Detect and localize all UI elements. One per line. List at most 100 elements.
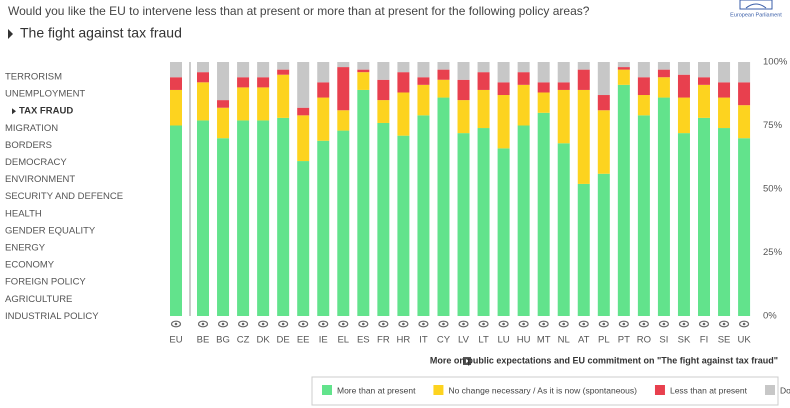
bar-segment <box>738 82 751 106</box>
bar-segment <box>698 84 710 118</box>
eye-icon[interactable] <box>418 320 429 328</box>
bar-segment <box>357 89 370 316</box>
legend-label[interactable]: More than at present <box>337 385 416 395</box>
eye-icon[interactable] <box>698 320 710 328</box>
eye-icon[interactable] <box>678 320 690 328</box>
legend: More than at present No change necessary … <box>322 385 790 395</box>
bar-segment <box>637 95 650 116</box>
logo: European Parliament <box>730 0 782 18</box>
bar-segment <box>257 62 270 78</box>
eye-icon[interactable] <box>478 320 489 328</box>
eye-icon[interactable] <box>498 320 509 328</box>
eye-icon[interactable] <box>237 320 249 328</box>
eye-icon[interactable] <box>278 320 289 328</box>
eye-icon[interactable] <box>658 320 670 328</box>
bar-segment <box>197 72 209 83</box>
eye-icon[interactable] <box>318 320 329 328</box>
eye-icon[interactable] <box>558 320 569 328</box>
more-link[interactable]: More on public expectations and EU commi… <box>430 355 778 365</box>
link-icon-arrow <box>466 359 469 363</box>
eye-icon[interactable] <box>518 320 529 328</box>
menu-item[interactable]: SECURITY AND DEFENCE <box>5 191 123 202</box>
bar-segment <box>217 100 230 108</box>
eye-icon[interactable] <box>538 320 549 328</box>
bar-segment <box>677 62 690 75</box>
x-tick-label: DK <box>257 335 271 346</box>
eye-icon[interactable] <box>258 320 269 328</box>
bar-segment <box>437 97 450 316</box>
eye-icon[interactable] <box>618 320 629 328</box>
bar-segment <box>617 69 630 85</box>
x-tick-label: UK <box>737 335 751 346</box>
menu-item[interactable]: ECONOMY <box>5 260 55 271</box>
eye-icon[interactable] <box>378 320 389 328</box>
eye-icon[interactable] <box>298 320 309 328</box>
bar-segment <box>738 105 751 139</box>
eye-pupil <box>362 322 365 326</box>
eye-icon[interactable] <box>398 320 409 328</box>
menu-item[interactable]: TERRORISM <box>5 72 62 83</box>
menu-item[interactable]: FOREIGN POLICY <box>5 277 86 288</box>
menu-item[interactable]: MIGRATION <box>5 123 58 134</box>
eye-pupil <box>582 322 586 326</box>
eye-icon[interactable] <box>170 320 182 328</box>
menu-item[interactable]: ENVIRONMENT <box>5 174 75 185</box>
bar-segment <box>317 140 330 316</box>
menu-item[interactable]: ENERGY <box>5 243 46 254</box>
bar-segment <box>317 97 330 141</box>
eye-icon[interactable] <box>197 320 209 328</box>
menu-item[interactable]: AGRICULTURE <box>5 294 72 305</box>
y-tick-label: 0% <box>763 311 777 322</box>
bar-segment <box>637 77 650 96</box>
bar-segment <box>718 82 731 98</box>
legend-box <box>311 376 779 406</box>
bar-segment <box>617 67 630 70</box>
menu-arrow <box>12 108 16 115</box>
eye-icon[interactable] <box>438 320 449 328</box>
menu-item[interactable]: BORDERS <box>5 140 52 151</box>
bar-segment <box>257 87 270 121</box>
bar-segment <box>297 107 310 116</box>
menu-item[interactable]: DEMOCRACY <box>5 157 67 168</box>
eye-icon[interactable] <box>217 320 229 328</box>
menu-item[interactable]: HEALTH <box>5 208 42 219</box>
question: Would you like the EU to intervene less … <box>8 4 590 18</box>
bar-segment <box>377 62 390 80</box>
bar-segment <box>497 82 510 96</box>
eye-pupil <box>602 322 606 326</box>
bar-segment <box>718 128 731 316</box>
bar-segment <box>677 97 690 134</box>
logo-text: European Parliament <box>730 12 782 18</box>
y-tick-label: 50% <box>763 184 783 195</box>
bar-segment <box>417 115 430 316</box>
legend-label[interactable]: No change necessary / As it is now (spon… <box>448 385 637 395</box>
bar-segment <box>597 173 610 316</box>
eye-icon[interactable] <box>578 320 589 328</box>
eye-pupil <box>482 322 485 326</box>
eye-icon[interactable] <box>598 320 609 328</box>
x-tick-label: ES <box>357 335 370 346</box>
bar-segment <box>217 62 230 101</box>
bar-segment <box>617 62 630 68</box>
y-tick-label: 75% <box>763 120 783 131</box>
bar-segment <box>197 120 209 316</box>
eye-icon[interactable] <box>338 320 349 328</box>
eye-icon[interactable] <box>358 320 369 328</box>
menu-item[interactable]: TAX FRAUD <box>19 106 73 117</box>
eye-icon[interactable] <box>738 320 750 328</box>
bar-segment <box>297 161 310 316</box>
menu-item[interactable]: GENDER EQUALITY <box>5 225 96 236</box>
eye-icon[interactable] <box>638 320 649 328</box>
bar-segment <box>337 62 350 68</box>
x-tick-label: DE <box>277 335 290 346</box>
bar-segment <box>657 62 670 70</box>
menu-item[interactable]: UNEMPLOYMENT <box>5 89 85 100</box>
bar-segment <box>237 77 250 88</box>
eye-icon[interactable] <box>458 320 469 328</box>
legend-label[interactable]: Less than at present <box>670 385 748 395</box>
eye-icon[interactable] <box>718 320 730 328</box>
menu-item[interactable]: INDUSTRIAL POLICY <box>5 311 99 322</box>
bar-segment <box>657 97 670 316</box>
bar-segment <box>437 62 450 70</box>
legend-label[interactable]: Don't know <box>780 385 790 395</box>
